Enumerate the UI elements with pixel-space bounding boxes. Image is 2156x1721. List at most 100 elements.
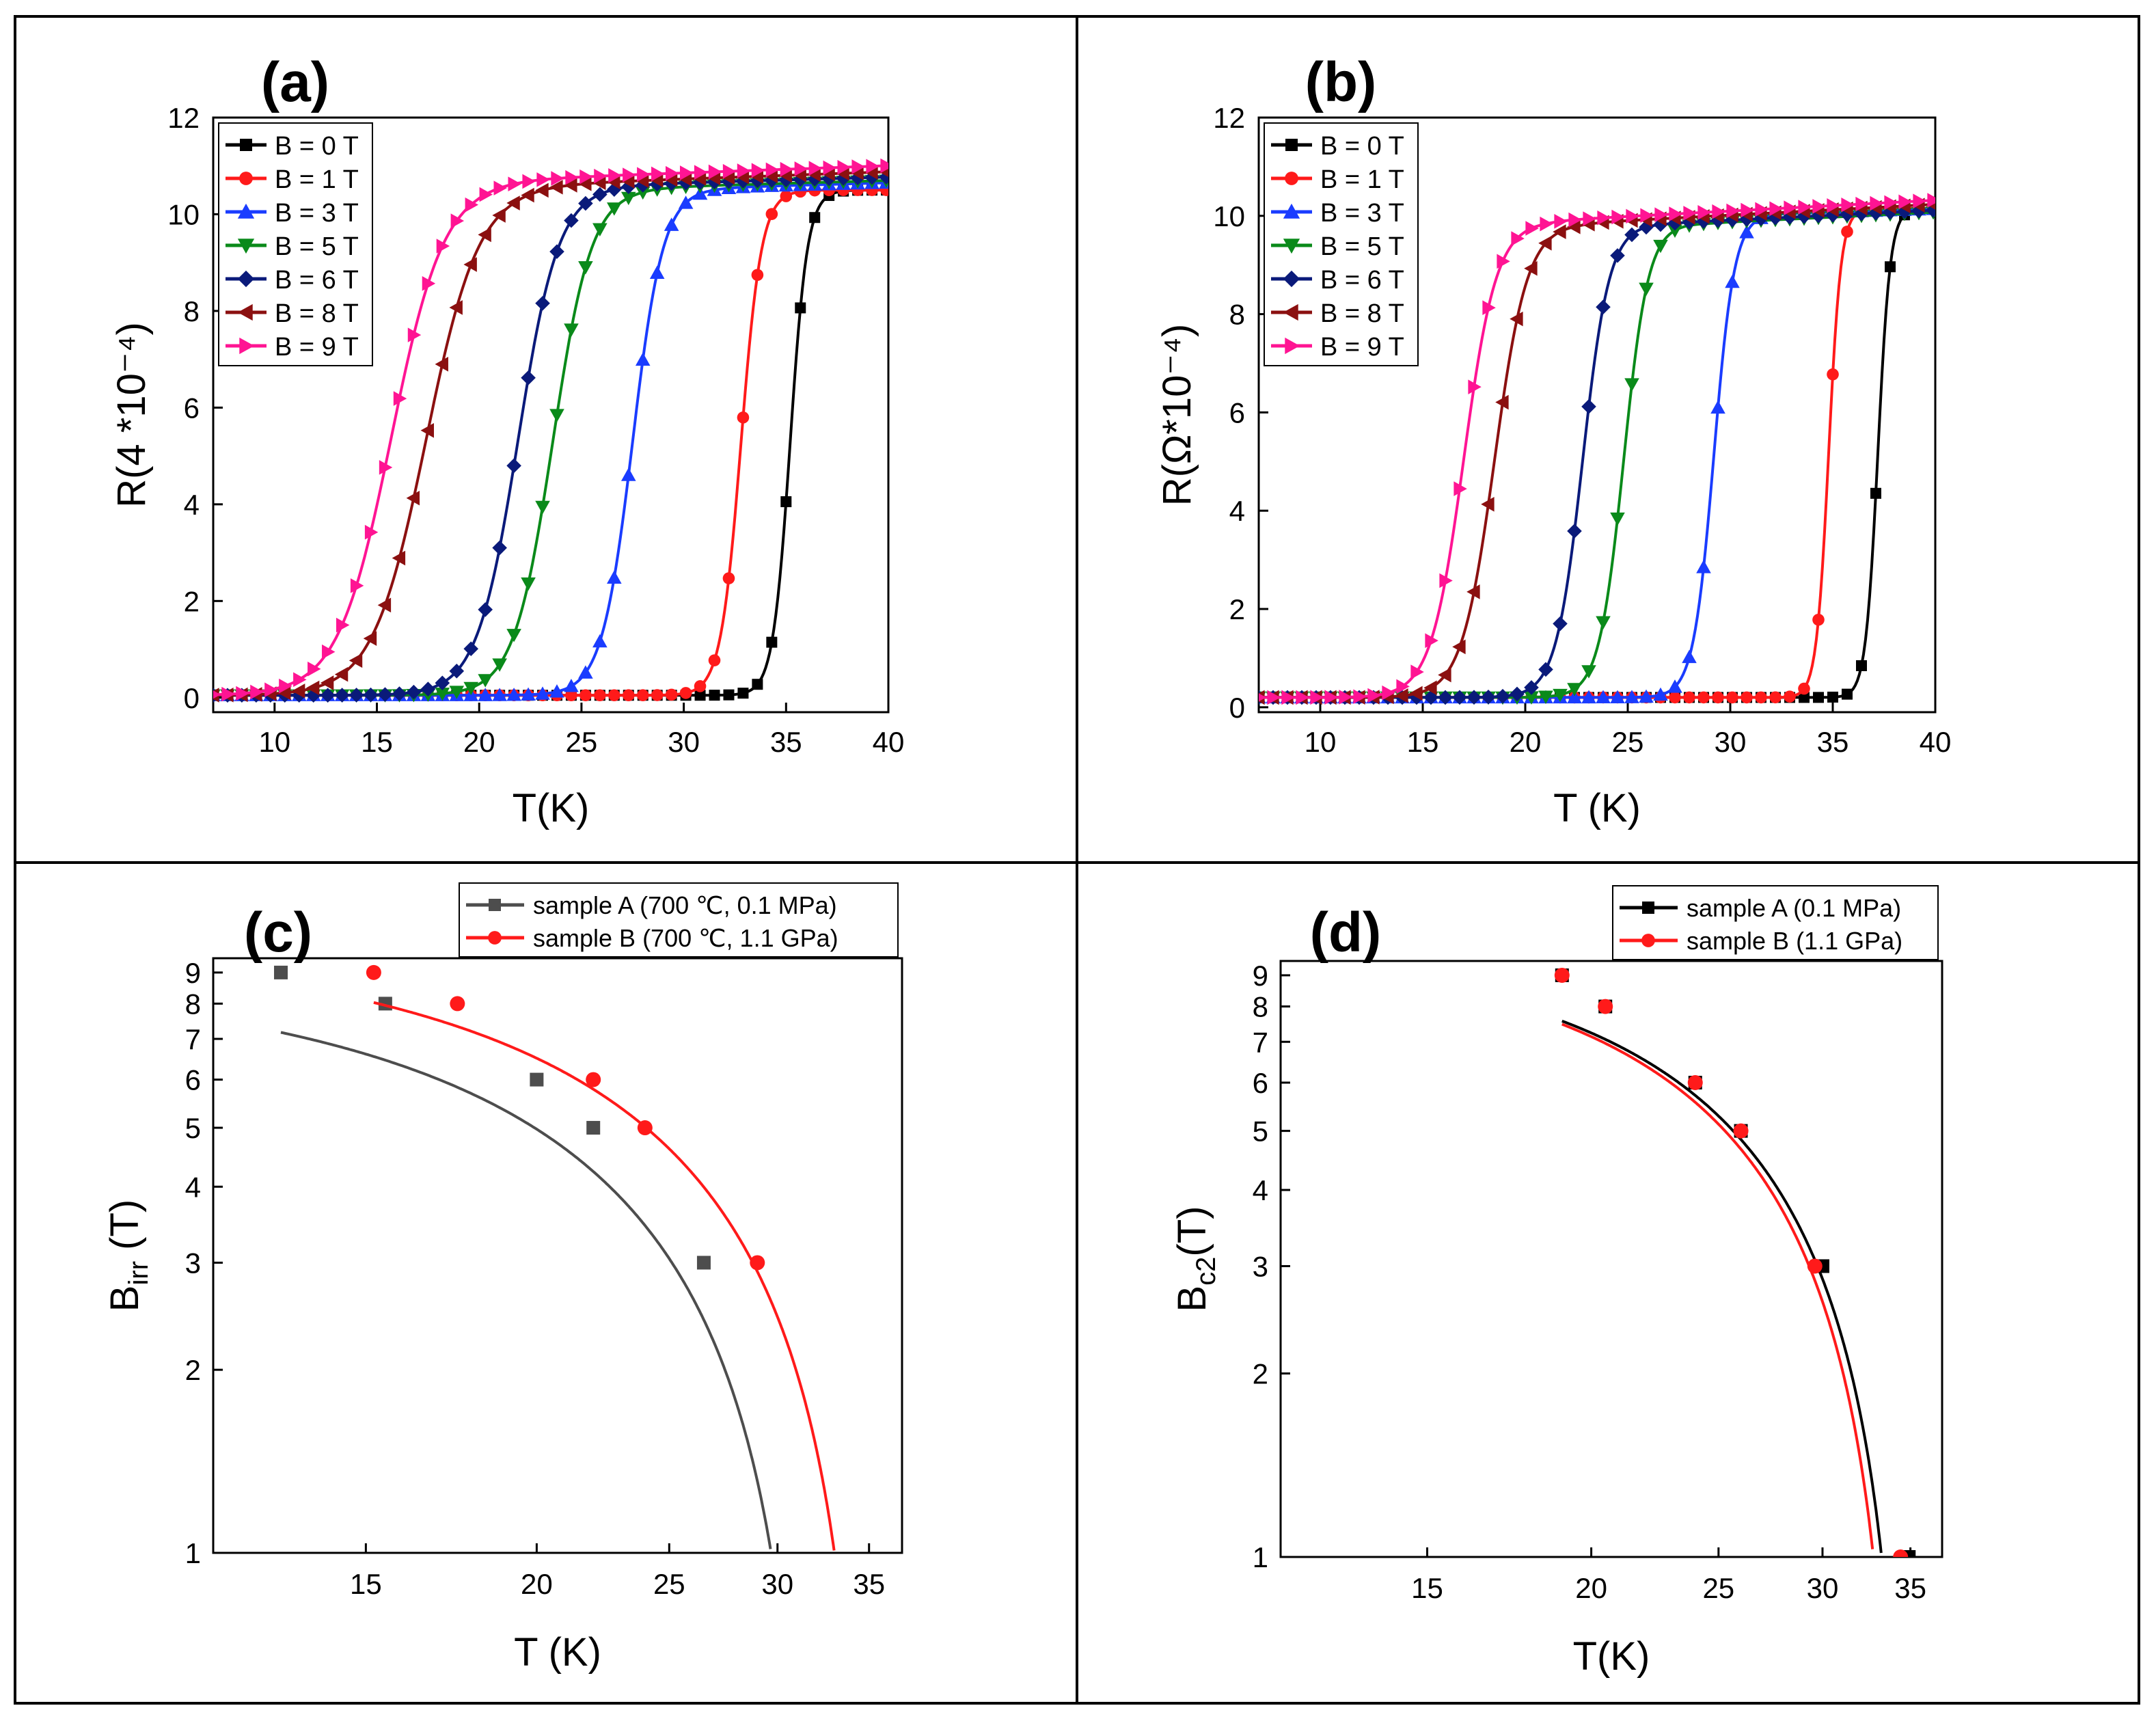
data-point	[1687, 1074, 1703, 1090]
y-tick-label: 7	[185, 1023, 201, 1055]
data-point	[578, 176, 592, 191]
data-point	[508, 176, 521, 192]
data-point	[1554, 214, 1568, 229]
data-point	[393, 391, 407, 406]
data-point	[594, 168, 608, 184]
data-point	[406, 684, 422, 700]
data-point	[1452, 690, 1467, 705]
data-point	[492, 540, 507, 556]
data-point	[377, 597, 392, 613]
data-point	[1927, 193, 1935, 208]
data-point	[377, 687, 393, 702]
legend-label: B = 6 T	[275, 266, 359, 295]
data-point	[694, 680, 707, 692]
data-point	[1653, 687, 1668, 701]
x-tick-label: 25	[1612, 726, 1644, 758]
data-point	[1423, 680, 1437, 696]
data-point	[1769, 691, 1782, 704]
series-red	[366, 964, 836, 1551]
data-point	[1812, 613, 1825, 626]
data-point	[492, 658, 507, 672]
data-point	[1597, 210, 1611, 226]
data-point	[607, 174, 620, 189]
data-point	[240, 139, 252, 151]
data-point	[506, 629, 521, 642]
data-point	[666, 165, 679, 181]
data-point	[407, 327, 422, 342]
data-point	[564, 679, 579, 692]
data-point	[649, 265, 665, 279]
x-tick-label: 30	[1807, 1572, 1839, 1604]
data-point	[565, 170, 579, 185]
data-point	[1310, 690, 1324, 705]
data-point	[336, 617, 350, 633]
data-point	[1452, 639, 1466, 655]
data-point	[435, 675, 450, 691]
data-point	[463, 681, 479, 696]
legend-label: B = 5 T	[1320, 232, 1404, 261]
data-point	[1683, 206, 1697, 221]
data-point	[1554, 967, 1570, 983]
data-point	[237, 303, 253, 321]
x-axis-title: T(K)	[513, 786, 590, 830]
data-point	[1553, 224, 1566, 239]
data-point	[823, 160, 836, 176]
x-tick-label: 25	[653, 1568, 685, 1600]
data-point	[1339, 690, 1352, 705]
data-point	[837, 159, 851, 175]
data-point	[737, 411, 750, 424]
data-point	[1898, 194, 1912, 210]
data-point	[549, 244, 564, 259]
data-point	[1281, 690, 1295, 705]
data-point	[521, 187, 534, 203]
data-point	[1682, 649, 1697, 664]
data-point	[279, 678, 292, 694]
data-point	[592, 223, 608, 236]
panel-label: (b)	[1305, 51, 1377, 113]
data-point	[535, 182, 549, 198]
y-tick-label: 10	[167, 198, 200, 230]
data-point	[708, 654, 721, 666]
legend-label: B = 0 T	[1320, 132, 1404, 161]
legend-label: B = 1 T	[1320, 165, 1404, 194]
data-point	[1885, 261, 1896, 273]
data-point	[722, 572, 735, 584]
data-point	[1870, 195, 1883, 211]
x-tick-label: 15	[350, 1568, 382, 1600]
data-point	[1813, 692, 1824, 703]
data-point	[808, 161, 823, 176]
data-point	[1640, 208, 1654, 223]
data-point	[678, 195, 694, 209]
y-axis-title: Birr (T)	[103, 1200, 154, 1312]
data-point	[420, 681, 436, 696]
data-point	[1568, 212, 1582, 228]
y-tick-label: 4	[184, 489, 200, 521]
legend-box	[459, 882, 899, 958]
data-point	[620, 191, 636, 206]
data-point	[349, 688, 364, 703]
data-point	[1283, 303, 1298, 321]
data-point	[549, 684, 564, 698]
data-point	[1510, 311, 1523, 327]
data-point	[1827, 198, 1840, 213]
data-point	[564, 323, 579, 337]
data-point	[1733, 1123, 1749, 1139]
data-point	[592, 634, 608, 648]
data-point	[608, 689, 620, 702]
y-axis-title: R(Ω*10⁻⁴)	[1155, 324, 1199, 506]
data-point	[493, 180, 507, 195]
data-point	[392, 550, 406, 566]
data-point	[751, 163, 765, 178]
plot-frame	[212, 116, 890, 714]
chart-panel-a: 10 15 20 25 30 35 40 0 2 4 6 8 10 12 (a) T(K) R(4 *10⁻⁴)…	[109, 51, 904, 830]
data-point	[1827, 368, 1839, 381]
data-point	[636, 689, 649, 701]
y-tick-label: 4	[1229, 495, 1245, 527]
data-point	[635, 352, 651, 366]
data-point	[436, 239, 450, 254]
data-point	[1495, 688, 1510, 704]
data-point	[435, 357, 448, 372]
data-point	[1642, 902, 1654, 914]
data-point	[364, 524, 379, 540]
